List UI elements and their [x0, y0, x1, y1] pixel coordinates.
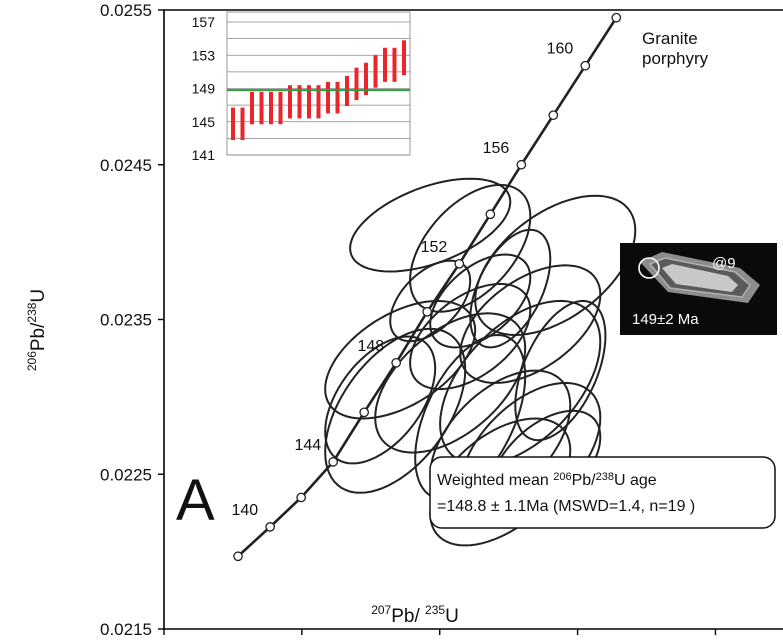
- result-box: [429, 456, 776, 529]
- result-text: Weighted mean 206Pb/238U age: [437, 471, 657, 489]
- y-axis-title: 206Pb/238U: [25, 289, 49, 371]
- age-point: [548, 110, 559, 121]
- age-point: [454, 258, 465, 269]
- x-axis-title-part: Pb/: [391, 606, 425, 627]
- age-point: [422, 306, 433, 317]
- age-point: [391, 357, 402, 368]
- age-point: [580, 60, 591, 71]
- inset-tick-label: 153: [192, 47, 216, 63]
- error-ellipse: [389, 259, 472, 343]
- result-part: 238: [596, 471, 614, 483]
- age-label: 156: [483, 140, 510, 157]
- age-range-bar: [335, 81, 340, 114]
- x-axis-title-part: 207: [371, 603, 391, 617]
- x-axis-title-part: U: [445, 606, 459, 627]
- age-point: [485, 209, 496, 220]
- spot: [638, 257, 660, 279]
- x-axis-title-part: 235: [425, 603, 445, 617]
- x-axis-title: 207Pb/ 235U: [371, 603, 459, 627]
- y-axis-title-part: Pb/: [28, 322, 49, 351]
- inset-tick-label: 157: [192, 14, 216, 30]
- age-point: [611, 12, 622, 23]
- result-part: 206: [553, 471, 571, 483]
- inset-bg: [226, 11, 411, 156]
- age-point: [516, 159, 527, 170]
- y-tick-label: 0.0245: [100, 156, 152, 175]
- y-axis-title-part: 206: [25, 351, 39, 371]
- error-ellipse: [429, 253, 532, 349]
- inset-tick-label: 141: [192, 147, 216, 163]
- age-range-bar: [354, 67, 359, 101]
- sample-line: porphyry: [642, 49, 709, 68]
- age-point: [296, 492, 307, 503]
- age-range-bar: [402, 40, 406, 76]
- y-tick-label: 0.0235: [100, 311, 152, 330]
- age-range-bar: [297, 85, 302, 119]
- result-part: U age: [614, 472, 657, 489]
- age-range-bar: [269, 91, 273, 125]
- y-tick-label: 0.0225: [100, 465, 152, 484]
- sample-line: Granite: [642, 29, 698, 48]
- age-range-bar: [231, 107, 235, 141]
- age-label: 144: [294, 437, 321, 454]
- age-range-bar: [259, 91, 264, 125]
- age-range-bar: [250, 91, 254, 125]
- age-point: [359, 407, 370, 418]
- age-range-bar: [392, 47, 397, 82]
- y-axis-title-part: U: [28, 289, 49, 303]
- inset-tick-label: 149: [192, 81, 216, 97]
- age-range-bar: [316, 85, 321, 119]
- panel-letter: A: [176, 468, 215, 533]
- result-part: Weighted mean: [437, 472, 553, 489]
- y-tick-label: 0.0215: [100, 620, 152, 637]
- age-label: 160: [547, 41, 574, 58]
- age-label: 148: [357, 338, 384, 355]
- error-ellipse: [469, 228, 552, 349]
- y-tick-label: 0.0255: [100, 1, 152, 20]
- error-ellipse: [409, 282, 532, 391]
- age-range-bar: [326, 81, 330, 114]
- age-range-bar: [307, 85, 311, 119]
- age-range-bar: [278, 91, 283, 125]
- sample-name: Granite porphyry: [642, 29, 709, 68]
- y-axis-title-part: 238: [25, 302, 39, 322]
- error-ellipse: [474, 194, 637, 337]
- image-label: 149±2 Ma: [632, 311, 699, 328]
- age-range-bar: [240, 107, 245, 141]
- inset-tick-label: 145: [192, 114, 216, 130]
- result-part: Pb/: [572, 472, 597, 489]
- age-range-bar: [364, 62, 368, 96]
- age-label: 140: [231, 502, 258, 519]
- age-label: 152: [421, 239, 448, 256]
- age-point: [233, 551, 243, 562]
- error-ellipse: [374, 312, 527, 454]
- image-label: @9: [712, 255, 736, 272]
- zircon-core: [662, 264, 738, 292]
- age-range-bar: [288, 85, 292, 119]
- error-ellipse: [439, 299, 602, 467]
- result-part: =148.8 ± 1.1Ma (MSWD=1.4, n=19 ): [437, 498, 695, 515]
- age-range-bar: [383, 47, 387, 82]
- error-ellipse: [324, 335, 437, 465]
- error-ellipse: [514, 299, 607, 442]
- result-text: =148.8 ± 1.1Ma (MSWD=1.4, n=19 ): [437, 498, 695, 515]
- age-point: [265, 522, 276, 532]
- age-range-bar: [373, 55, 378, 88]
- age-point: [328, 457, 339, 467]
